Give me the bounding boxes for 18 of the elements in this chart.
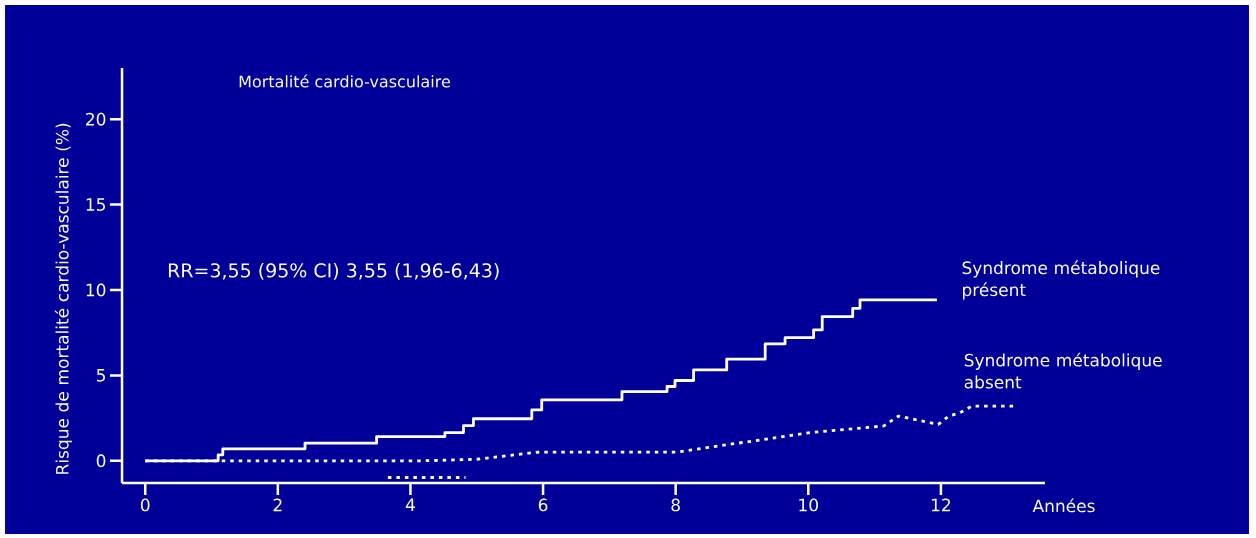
- y-tick-label: 10: [86, 283, 106, 297]
- x-tick-label: 4: [405, 498, 415, 511]
- y-tick-label: 5: [96, 369, 105, 382]
- annotation: RR=3,55 (95% CI) 3,55 (1,96-6,43): [168, 262, 499, 280]
- x-tick-label: 8: [671, 498, 680, 512]
- x-tick-label: 6: [538, 498, 548, 512]
- x-tick-label: 10: [799, 498, 818, 512]
- y-tick-label: 20: [86, 112, 106, 126]
- chart-title: Mortalité cardio-vasculaire: [239, 74, 450, 88]
- x-tick-label: 0: [140, 498, 150, 512]
- x-axis-title: Années: [1032, 498, 1095, 513]
- series-label: Syndrome métabolique absent: [964, 352, 1162, 389]
- y-tick-label: 15: [86, 198, 105, 211]
- x-tick-label: 2: [273, 498, 282, 512]
- y-tick-label: 0: [96, 454, 106, 468]
- x-tick-label: 12: [931, 498, 951, 512]
- y-axis-title: Risque de mortalité cardio-vasculaire (%): [54, 123, 72, 474]
- series-label: Syndrome métabolique présent: [962, 260, 1160, 300]
